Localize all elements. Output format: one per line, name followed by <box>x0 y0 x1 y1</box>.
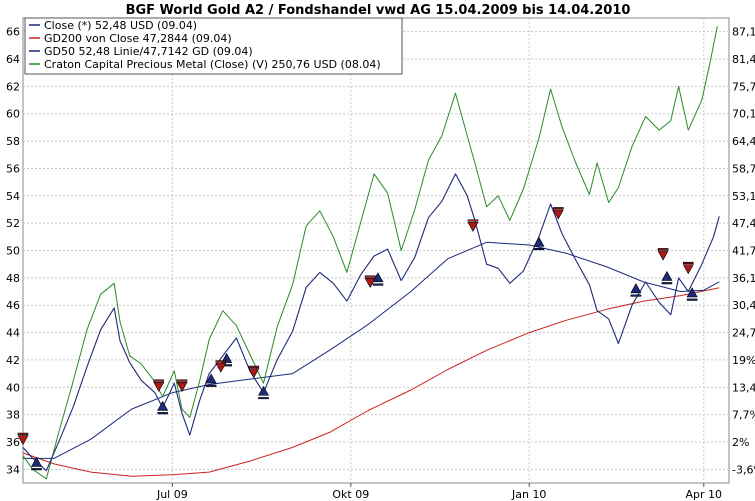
sell-signal-marker <box>248 365 260 379</box>
buy-signal-marker <box>157 400 169 415</box>
y-tick-label-left: 58 <box>6 135 20 148</box>
y-tick-label-left: 42 <box>6 354 20 367</box>
buy-signal-marker <box>205 373 217 387</box>
x-tick-label: Apr 10 <box>686 488 723 501</box>
y-tick-label-right: 41,7% <box>732 245 755 258</box>
y-tick-label-right: 53,1% <box>732 190 755 203</box>
y-tick-label-left: 36 <box>6 436 20 449</box>
x-tick-label: Jan 10 <box>511 488 546 501</box>
y-tick-label-right: 64,4% <box>732 135 755 148</box>
y-tick-label-right: 36,1% <box>732 272 755 285</box>
y-tick-label-left: 46 <box>6 299 20 312</box>
y-tick-label-left: 60 <box>6 108 20 121</box>
legend-box <box>24 17 403 75</box>
y-tick-label-left: 52 <box>6 217 20 230</box>
legend-label: Craton Capital Precious Metal (Close) (V… <box>44 58 381 71</box>
buy-signal-marker <box>533 236 545 251</box>
sell-signal-marker <box>176 379 188 392</box>
y-tick-label-left: 40 <box>6 381 20 394</box>
y-tick-label-left: 62 <box>6 80 20 93</box>
buy-signal-marker <box>257 385 270 400</box>
y-tick-label-right: 19% <box>732 354 755 367</box>
y-tick-label-right: 24,7% <box>732 327 755 340</box>
y-tick-label-right: 81,4% <box>732 53 755 66</box>
sell-signal-marker <box>364 275 376 288</box>
y-tick-label-right: 87,1% <box>732 26 755 39</box>
legend: Close (*) 52,48 USD (09.04)GD200 von Clo… <box>24 17 403 75</box>
sell-signal-marker <box>17 432 29 446</box>
series-line <box>22 287 720 477</box>
buy-signal-marker <box>661 270 673 285</box>
buy-signal-marker <box>31 456 43 471</box>
y-tick-label-left: 54 <box>6 190 20 203</box>
y-tick-label-left: 38 <box>6 409 20 422</box>
signal-markers <box>17 207 698 471</box>
y-tick-label-right: 75,7% <box>732 80 755 93</box>
sell-signal-marker <box>682 261 694 275</box>
y-tick-label-right: -3,6% <box>732 463 755 476</box>
chart-title: BGF World Gold A2 / Fondshandel vwd AG 1… <box>126 3 631 18</box>
y-tick-label-left: 64 <box>6 53 20 66</box>
sell-signal-marker <box>467 219 479 232</box>
series-line <box>22 26 718 480</box>
y-tick-label-left: 44 <box>6 327 20 340</box>
y-tick-label-left: 56 <box>6 162 20 175</box>
series-line <box>23 241 720 459</box>
legend-label: Close (*) 52,48 USD (09.04) <box>44 19 197 32</box>
grid-lines <box>23 18 729 487</box>
series-lines <box>22 26 720 480</box>
legend-label: GD50 52,48 Linie/47,7142 GD (09.04) <box>44 45 253 58</box>
buy-signal-marker <box>630 283 642 297</box>
y-tick-label-right: 30,4% <box>732 299 755 312</box>
y-tick-label-right: 13,4% <box>732 381 755 394</box>
y-tick-label-left: 48 <box>6 272 20 285</box>
sell-signal-marker <box>153 379 165 392</box>
y-tick-label-right: 47,4% <box>732 217 755 230</box>
buy-signal-marker <box>686 287 698 301</box>
y-tick-label-right: 2% <box>732 436 749 449</box>
x-tick-label: Okt 09 <box>332 488 369 501</box>
y-tick-label-right: 58,7% <box>732 162 755 175</box>
x-tick-label: Jul 09 <box>156 488 188 501</box>
sell-signal-marker <box>657 248 669 261</box>
y-tick-label-left: 66 <box>6 26 20 39</box>
sell-signal-marker <box>552 207 564 220</box>
y-tick-label-left: 34 <box>6 463 20 476</box>
legend-label: GD200 von Close 47,2844 (09.04) <box>44 32 232 45</box>
series-line <box>22 173 720 472</box>
axis-labels: 34 -3,6% 36 2% 38 7,7% 40 13,4% 42 19% 44 24,7% 46 30… <box>6 26 755 501</box>
y-tick-label-left: 50 <box>6 245 20 258</box>
sell-signal-marker <box>215 360 227 373</box>
y-tick-label-right: 7,7% <box>732 409 755 422</box>
y-tick-label-right: 70,1% <box>732 108 755 121</box>
